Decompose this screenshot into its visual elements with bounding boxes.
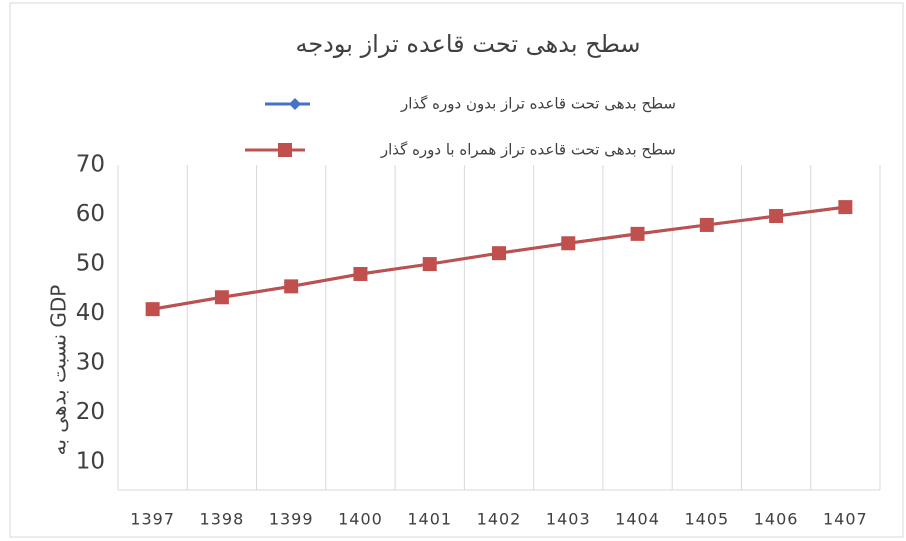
x-tick-label: 1397 [130,510,175,529]
x-tick-label: 1401 [407,510,452,529]
data-point [699,217,714,232]
x-tick-label: 1400 [338,510,383,529]
data-point [838,200,853,215]
chart-border [9,2,904,538]
data-point [492,246,506,261]
legend-marker [289,98,301,110]
x-tick-label: 1403 [546,510,591,529]
y-axis-label: نسبت بدهی به GDP [47,285,71,456]
y-tick-label: 60 [76,201,105,227]
x-tick-label: 1399 [269,510,314,529]
y-tick-label: 50 [76,251,105,277]
chart-title: سطح بدهی تحت قاعده تراز بودجه [295,30,640,58]
x-tick-label: 1398 [200,510,245,529]
data-point [214,290,229,305]
x-tick-label: 1402 [477,510,522,529]
x-tick-label: 1407 [823,510,868,529]
y-tick-label: 70 [76,152,105,178]
y-tick-label: 10 [76,449,105,475]
y-tick-label: 40 [76,300,105,326]
legend-label: سطح بدهی تحت قاعده تراز بدون دوره گذار [400,95,676,113]
data-point [145,302,160,317]
data-point [353,266,368,281]
data-point [284,279,299,294]
y-tick-label: 30 [76,350,105,376]
legend-marker [278,143,292,157]
data-point [422,257,437,272]
data-point [561,236,576,251]
data-point [630,226,645,241]
legend-label: سطح بدهی تحت قاعده تراز همراه با دوره گذ… [380,141,676,159]
y-tick-label: 20 [76,399,105,425]
x-tick-label: 1406 [754,510,799,529]
data-point [769,209,784,224]
x-tick-label: 1404 [615,510,660,529]
x-tick-label: 1405 [684,510,729,529]
